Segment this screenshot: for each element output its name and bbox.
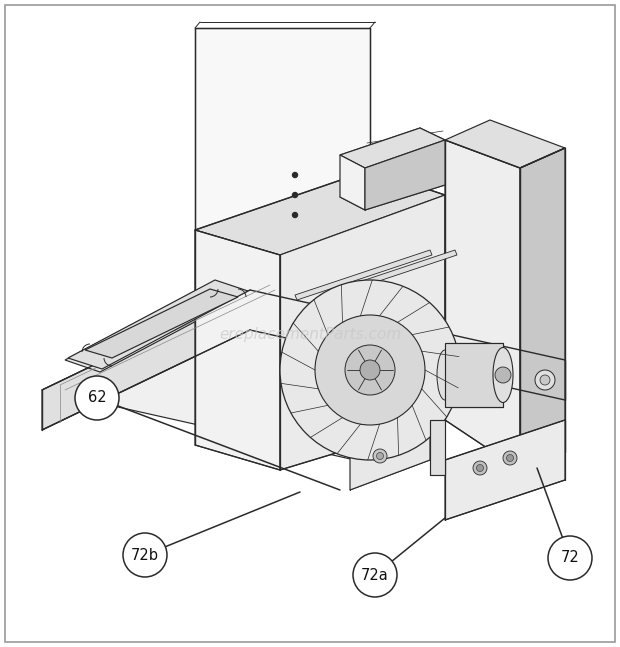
Text: 72: 72: [560, 551, 579, 565]
Polygon shape: [195, 28, 370, 310]
Circle shape: [293, 173, 298, 177]
Circle shape: [345, 345, 395, 395]
Polygon shape: [68, 280, 248, 369]
Circle shape: [315, 315, 425, 425]
Polygon shape: [42, 290, 250, 430]
Text: 62: 62: [87, 391, 106, 406]
Circle shape: [123, 533, 167, 577]
Circle shape: [293, 212, 298, 217]
Polygon shape: [520, 148, 565, 470]
Polygon shape: [340, 155, 365, 210]
Circle shape: [353, 553, 397, 597]
Polygon shape: [445, 420, 565, 520]
Polygon shape: [195, 230, 280, 470]
Polygon shape: [195, 170, 445, 255]
Circle shape: [503, 451, 517, 465]
Ellipse shape: [437, 350, 453, 400]
Circle shape: [373, 449, 387, 463]
Polygon shape: [445, 343, 503, 407]
Text: 72a: 72a: [361, 567, 389, 582]
Polygon shape: [295, 250, 432, 300]
Circle shape: [535, 370, 555, 390]
Ellipse shape: [493, 347, 513, 402]
Circle shape: [360, 360, 380, 380]
Circle shape: [477, 465, 484, 472]
Circle shape: [75, 376, 119, 420]
Circle shape: [473, 461, 487, 475]
Polygon shape: [430, 420, 445, 475]
Text: 72b: 72b: [131, 547, 159, 562]
Polygon shape: [42, 290, 565, 460]
Circle shape: [280, 280, 460, 460]
Polygon shape: [350, 410, 430, 490]
Circle shape: [376, 452, 384, 459]
Text: ereplacementParts.com: ereplacementParts.com: [219, 327, 401, 342]
Polygon shape: [280, 195, 445, 470]
Circle shape: [540, 375, 550, 385]
Circle shape: [507, 454, 513, 461]
Circle shape: [495, 367, 511, 383]
Polygon shape: [65, 278, 255, 372]
Polygon shape: [250, 290, 565, 400]
Polygon shape: [320, 250, 457, 300]
Polygon shape: [445, 120, 565, 168]
Polygon shape: [85, 289, 238, 358]
Circle shape: [293, 193, 298, 197]
Circle shape: [548, 536, 592, 580]
Polygon shape: [365, 140, 445, 210]
Polygon shape: [340, 128, 445, 168]
Polygon shape: [445, 140, 520, 470]
